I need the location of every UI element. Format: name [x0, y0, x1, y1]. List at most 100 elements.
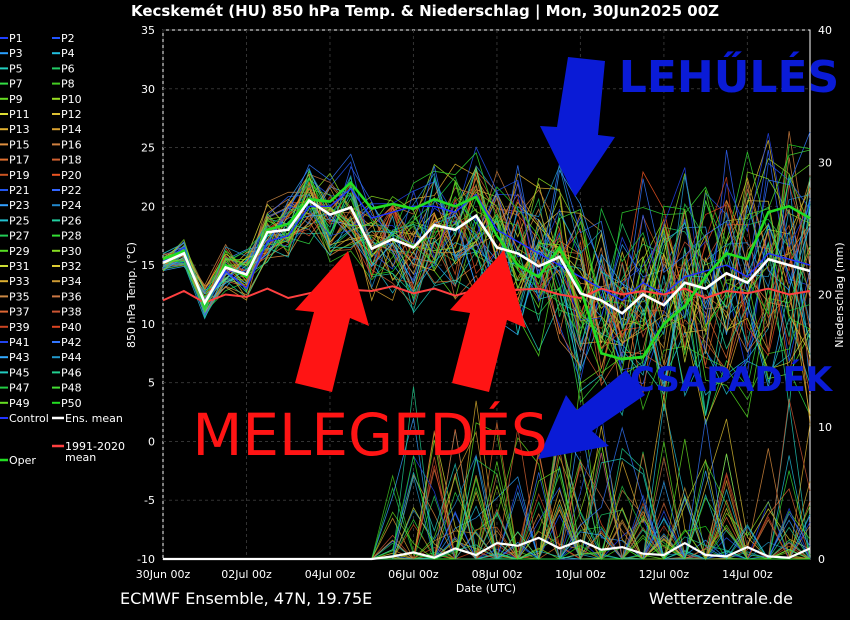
- legend-item-label: P4: [61, 47, 75, 60]
- legend-item-label: P12: [61, 108, 82, 121]
- legend-item-label: P8: [61, 78, 75, 91]
- member-temp-line: [162, 179, 811, 354]
- legend-item-label: P24: [61, 199, 82, 212]
- member-temp-line: [162, 171, 811, 326]
- blue-arrow-csapadek: [538, 370, 645, 459]
- legend-label-control: Control: [9, 412, 49, 425]
- x-ticks: 30Jun 00z 02Jul 00z 04Jul 00z 06Jul 00z 08Ju…: [136, 568, 773, 581]
- legend-item-label: P43: [9, 351, 30, 364]
- series-line-ens-mean-precipitation: [163, 536, 811, 561]
- member-temp-line: [162, 202, 811, 397]
- legend-item-label: P17: [9, 154, 30, 167]
- legend-item-label: P46: [61, 366, 82, 379]
- legend-item-label: P47: [9, 382, 30, 395]
- member-temp-line: [162, 157, 811, 345]
- x-tick-label: 12Jul 00z: [639, 568, 690, 581]
- y-left-ticks: -10 -5 0 5 10 15 20 25 30 35: [137, 24, 155, 566]
- y-right-tick-label: 40: [818, 24, 832, 37]
- annotation-csapadek: CSAPADÉK: [630, 359, 834, 400]
- legend-item-label: P45: [9, 366, 30, 379]
- y-right-ticks: 0 10 20 30 40: [818, 24, 832, 566]
- annotation-melegedes: MELEGEDÉS: [192, 400, 547, 469]
- legend-item-label: P19: [9, 169, 30, 182]
- legend-item-label: P42: [61, 336, 82, 349]
- y-left-tick-label: 20: [141, 200, 155, 213]
- legend-item-label: P22: [61, 184, 82, 197]
- legend-item-label: P49: [9, 397, 30, 410]
- series-line-control: [162, 187, 811, 308]
- legend-item-label: P3: [9, 47, 23, 60]
- chart-title: Kecskemét (HU) 850 hPa Temp. & Niedersch…: [131, 2, 719, 21]
- legend-item-label: P41: [9, 336, 30, 349]
- member-temp-line: [162, 170, 811, 366]
- legend-item-label: P31: [9, 260, 30, 273]
- member-temp-line: [162, 173, 811, 352]
- member-temp-line: [162, 133, 811, 325]
- x-tick-label: 30Jun 00z: [136, 568, 191, 581]
- legend-item-label: P38: [61, 306, 82, 319]
- legend-item-label: P2: [61, 32, 75, 45]
- y-left-tick-label: 15: [141, 259, 155, 272]
- x-tick-label: 08Jul 00z: [472, 568, 523, 581]
- legend-item-label: P39: [9, 321, 30, 334]
- legend-item-label: P18: [61, 154, 82, 167]
- y-left-tick-label: -10: [137, 553, 155, 566]
- legend-label-ens-mean: Ens. mean: [65, 412, 123, 425]
- member-temp-line: [162, 144, 811, 331]
- legend-item-label: P48: [61, 382, 82, 395]
- legend-item-label: P40: [61, 321, 82, 334]
- legend-item-label: P5: [9, 62, 23, 75]
- y-right-tick-label: 30: [818, 156, 832, 169]
- red-arrow-melegedes-2: [450, 250, 526, 392]
- legend-item-label: P11: [9, 108, 30, 121]
- y-left-tick-label: 35: [141, 24, 155, 37]
- legend-item-label: P29: [9, 245, 30, 258]
- y-left-tick-label: 30: [141, 83, 155, 96]
- legend-item-label: P44: [61, 351, 82, 364]
- y-left-tick-label: 5: [148, 377, 155, 390]
- x-tick-label: 02Jul 00z: [221, 568, 272, 581]
- x-tick-label: 04Jul 00z: [305, 568, 356, 581]
- member-temp-line: [162, 177, 811, 404]
- legend-item-label: P28: [61, 230, 82, 243]
- y-right-tick-label: 0: [818, 553, 825, 566]
- legend-item-label: P10: [61, 93, 82, 106]
- y-right-tick-label: 10: [818, 421, 832, 434]
- legend-item-label: P14: [61, 123, 82, 136]
- legend-item-label: P1: [9, 32, 23, 45]
- legend-item-label: P26: [61, 214, 82, 227]
- legend-item-label: P36: [61, 290, 82, 303]
- series-line-ens-mean: [162, 198, 811, 315]
- legend-item-label: P21: [9, 184, 30, 197]
- y-right-tick-label: 20: [818, 289, 832, 302]
- legend-item-label: P7: [9, 78, 23, 91]
- footer-source: ECMWF Ensemble, 47N, 19.75E: [120, 589, 372, 608]
- legend-item-label: P23: [9, 199, 30, 212]
- series-line-oper: [162, 180, 811, 361]
- member-temp-line: [162, 200, 811, 417]
- y-left-tick-label: -5: [144, 494, 155, 507]
- x-tick-label: 14Jul 00z: [722, 568, 773, 581]
- y-left-tick-label: 25: [141, 142, 155, 155]
- legend-item-label: P6: [61, 62, 75, 75]
- legend-item-label: P33: [9, 275, 30, 288]
- y-axis-left-label: 850 hPa Temp. (°C): [125, 242, 138, 348]
- legend-item-label: P16: [61, 138, 82, 151]
- legend-item-label: P9: [9, 93, 23, 106]
- legend-item-label: P20: [61, 169, 82, 182]
- legend-item-label: P34: [61, 275, 82, 288]
- legend-item-label: P37: [9, 306, 30, 319]
- legend-item-label: P35: [9, 290, 30, 303]
- legend-item-label: P30: [61, 245, 82, 258]
- member-temp-line: [162, 187, 811, 357]
- legend-item-label: P15: [9, 138, 30, 151]
- legend-label-oper: Oper: [9, 454, 36, 467]
- y-left-tick-label: 0: [148, 435, 155, 448]
- blue-arrow-lehules: [540, 57, 615, 197]
- legend-item-label: P13: [9, 123, 30, 136]
- footer-credit: Wetterzentrale.de: [649, 589, 793, 608]
- member-temp-line: [162, 164, 811, 372]
- legend-item-label: P50: [61, 397, 82, 410]
- annotation-lehules: LEHŰLÉS: [619, 50, 839, 103]
